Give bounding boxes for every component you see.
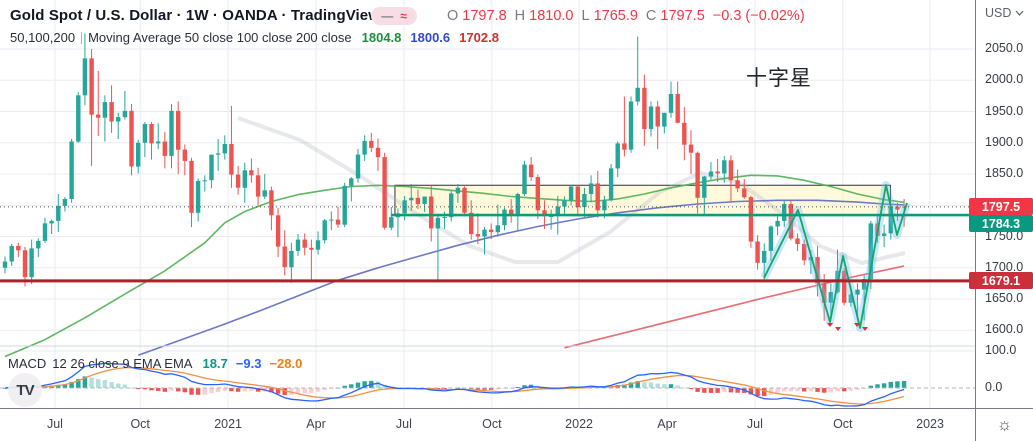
macd-hist-value: 18.7: [202, 356, 228, 371]
price-tick-label: 1650.0: [985, 291, 1024, 305]
time-tick-label: Oct: [482, 417, 502, 431]
ma50-line: [4, 174, 905, 358]
price-tick-label: 2000.0: [985, 72, 1024, 87]
high-label: H: [514, 8, 526, 24]
currency-dropdown[interactable]: USD: [985, 6, 1024, 20]
time-tick-label: Jul: [46, 417, 63, 431]
ma-params: 50,100,200: [10, 30, 76, 45]
high-value: 1810.0: [529, 8, 574, 24]
macd-params: 12 26 close 9 EMA EMA: [52, 356, 193, 371]
symbol-header-row: Gold Spot / U.S. Dollar · 1W · OANDA · T…: [10, 7, 380, 24]
macd-line-value: −9.3: [235, 356, 262, 371]
ohlc-readout: O 1797.8 H 1810.0 L 1765.9 C 1797.5 −0.3…: [447, 8, 805, 24]
time-tick-label: Jul: [395, 417, 412, 431]
macd-main-line: [4, 362, 905, 407]
tradingview-logo-watermark: TV: [8, 373, 42, 407]
chevron-down-icon: [1015, 10, 1024, 16]
ma100-value: 1800.6: [410, 30, 451, 45]
price-tick-label: 1700.0: [985, 259, 1024, 274]
price-badge: 1784.3: [969, 215, 1033, 233]
macd-indicator-row[interactable]: MACD 12 26 close 9 EMA EMA 18.7 −9.3 −28…: [8, 356, 302, 371]
price-badge: 1797.5: [969, 198, 1033, 216]
time-tick-label: 2023: [916, 417, 944, 431]
macd-histogram: [2, 376, 907, 397]
macd-signal-value: −28.0: [269, 356, 303, 371]
ma200-line: [564, 265, 905, 349]
bar-style-toggle[interactable]: — ≈: [371, 7, 417, 25]
ma50-value: 1804.8: [361, 30, 402, 45]
price-tick-label: 1600.0: [985, 322, 1024, 337]
close-label: C: [645, 8, 657, 24]
time-tick-label: Jul: [746, 417, 763, 431]
ghost-curve: [237, 116, 906, 265]
time-tick-label: Apr: [657, 417, 677, 431]
minus-icon: —: [381, 9, 394, 23]
time-tick-label: Oct: [130, 417, 150, 431]
ma100-line: [137, 199, 905, 357]
zigzag-drawing[interactable]: [763, 184, 908, 329]
time-axis[interactable]: Jul Oct 2021 Apr Jul Oct 2022 Apr Jul Oct 2023: [0, 408, 975, 441]
sun-settings-icon: ☼: [996, 415, 1013, 434]
approx-icon: ≈: [400, 9, 407, 23]
open-label: O: [447, 8, 459, 24]
time-tick-label: Apr: [306, 417, 326, 431]
change-value: −0.3 (−0.02%): [712, 8, 805, 24]
time-tick-label: 2022: [565, 417, 593, 431]
price-badge: 1679.1: [969, 272, 1033, 290]
open-value: 1797.8: [462, 8, 507, 24]
low-label: L: [581, 8, 590, 24]
axis-settings-corner[interactable]: ☼: [975, 408, 1033, 441]
candles-layer: [2, 33, 907, 321]
signal-markers: [827, 323, 868, 331]
macd-name: MACD: [8, 356, 47, 371]
divider: [81, 31, 83, 44]
macd-tick-label: 100.0: [985, 343, 1017, 357]
ma200-value: 1702.8: [459, 30, 499, 45]
time-tick-label: 2021: [214, 417, 243, 431]
ma-indicator-row[interactable]: 50,100,200 Moving Average 50 close 100 c…: [10, 30, 499, 45]
doji-star-annotation[interactable]: 十字星: [746, 67, 812, 90]
price-tick-label: 1900.0: [985, 134, 1024, 149]
symbol-title[interactable]: Gold Spot / U.S. Dollar · 1W · OANDA · T…: [10, 7, 381, 24]
currency-label: USD: [985, 6, 1012, 20]
time-tick-label: Oct: [833, 417, 853, 431]
price-tick-label: 1950.0: [985, 103, 1024, 118]
ma-indicator-name: Moving Average 50 close 100 close 200 cl…: [88, 30, 352, 45]
grid-layer: [0, 0, 975, 408]
low-value: 1765.9: [593, 8, 638, 24]
close-value: 1797.5: [660, 8, 705, 24]
price-tick-label: 1850.0: [985, 166, 1024, 180]
price-tick-label: 2050.0: [985, 41, 1024, 55]
macd-tick-label: 0.0: [985, 380, 1003, 394]
